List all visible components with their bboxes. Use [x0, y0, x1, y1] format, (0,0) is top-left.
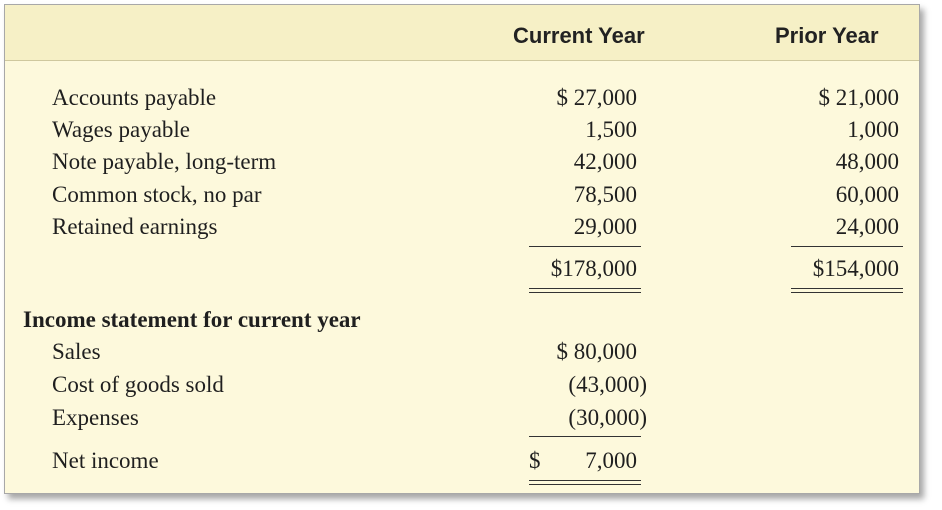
subtotal-rule-current: [529, 246, 641, 247]
table-row: Sales $ 80,000: [5, 339, 919, 371]
total-double-rule-current: [529, 288, 641, 293]
header-prior-year: Prior Year: [775, 23, 879, 48]
current-value: (43,000): [568, 372, 647, 397]
financial-table: Current Year Prior Year Accounts payable…: [4, 4, 920, 494]
row-label: Cost of goods sold: [52, 372, 224, 397]
total-double-rule-prior: [791, 288, 903, 293]
table-row: Common stock, no par 78,500 60,000: [5, 182, 919, 214]
table-row: Accounts payable $ 27,000 $ 21,000: [5, 85, 919, 117]
table-row: Cost of goods sold (43,000): [5, 372, 919, 404]
current-value: $ 27,000: [556, 85, 638, 110]
row-label: Note payable, long-term: [52, 149, 277, 174]
total-row: $178,000 $154,000: [5, 256, 919, 288]
prior-value: 24,000: [835, 214, 899, 239]
row-label: Sales: [52, 339, 101, 364]
prior-value: $ 21,000: [818, 85, 900, 110]
row-label: Common stock, no par: [52, 182, 262, 207]
table-row: Wages payable 1,500 1,000: [5, 117, 919, 149]
table-row: Retained earnings 29,000 24,000: [5, 214, 919, 246]
current-value: 1,500: [585, 117, 637, 142]
current-value: 29,000: [573, 214, 637, 239]
total-current: $178,000: [550, 256, 637, 281]
subtotal-rule-net-income: [529, 436, 641, 437]
header-current-year: Current Year: [513, 23, 645, 48]
table-header: Current Year Prior Year: [5, 5, 919, 61]
row-label: Wages payable: [52, 117, 190, 142]
prior-value: 60,000: [835, 182, 899, 207]
current-value: $ 80,000: [556, 339, 638, 364]
net-income-label: Net income: [52, 448, 159, 473]
current-value: 78,500: [573, 182, 637, 207]
prior-value: 1,000: [847, 117, 899, 142]
net-income-dollar-sign: $: [529, 448, 541, 473]
row-label: Expenses: [52, 405, 139, 430]
total-prior: $154,000: [812, 256, 899, 281]
section-heading-row: Income statement for current year: [5, 307, 919, 339]
prior-value: 48,000: [835, 149, 899, 174]
row-label: Retained earnings: [52, 214, 218, 239]
table-row: Expenses (30,000): [5, 405, 919, 437]
row-label: Accounts payable: [52, 85, 217, 110]
net-income-row: Net income $ 7,000: [5, 448, 919, 480]
current-value: 42,000: [573, 149, 637, 174]
table-row: Note payable, long-term 42,000 48,000: [5, 149, 919, 181]
subtotal-rule-prior: [791, 246, 903, 247]
net-income-value: 7,000: [585, 448, 637, 473]
income-statement-title: Income statement for current year: [23, 307, 361, 332]
net-income-double-rule: [529, 480, 641, 485]
current-value: (30,000): [568, 405, 647, 430]
